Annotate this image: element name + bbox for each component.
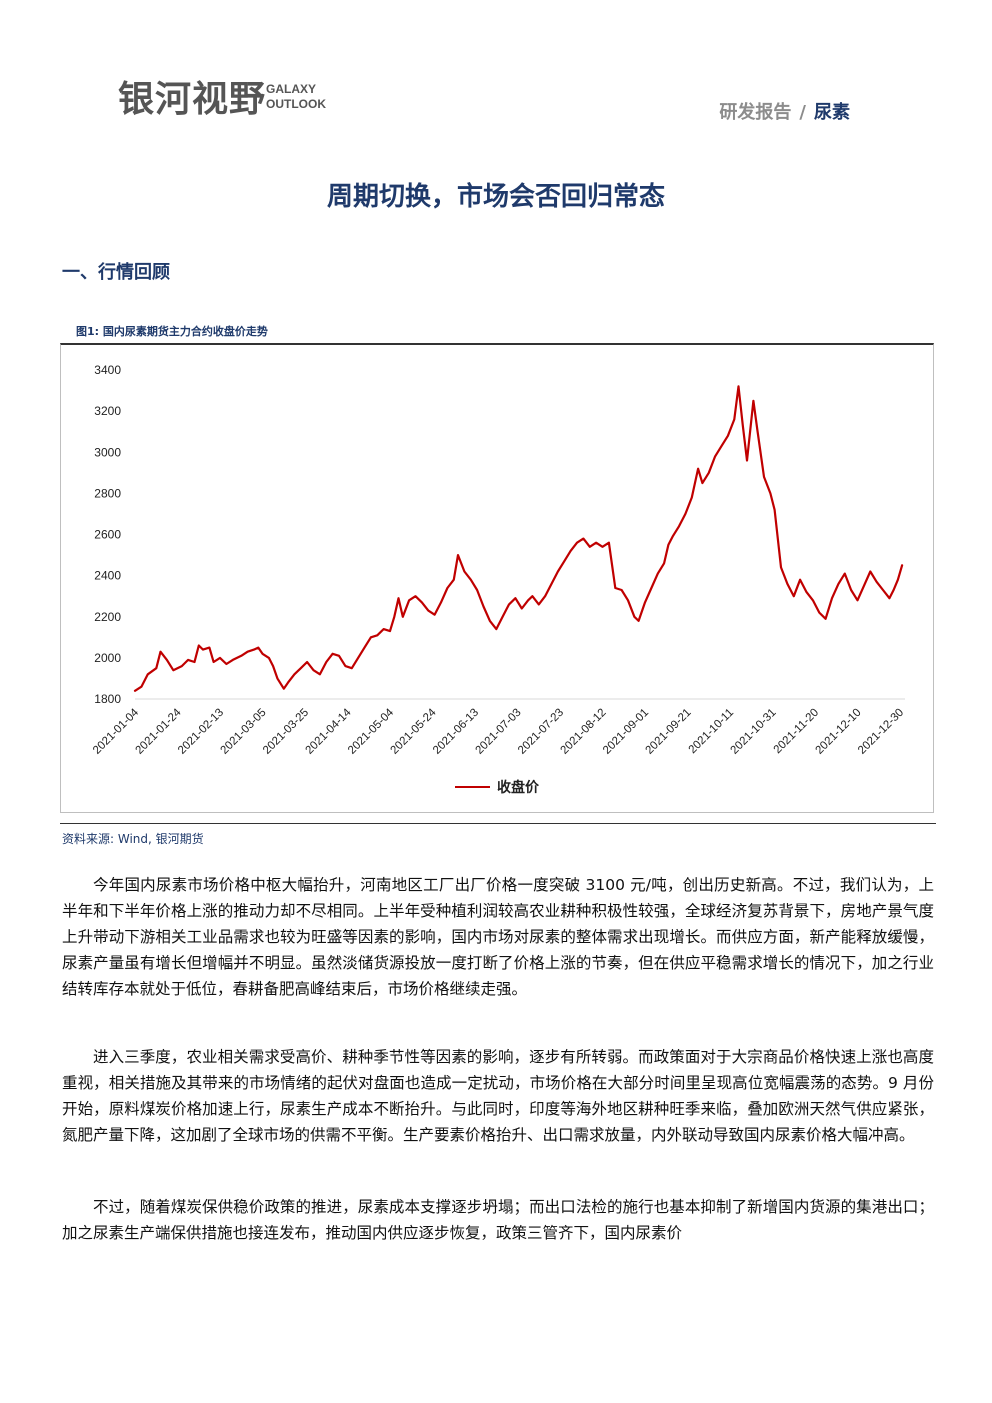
paragraph-2: 进入三季度，农业相关需求受高价、耕种季节性等因素的影响，逐步有所转弱。而政策面对… — [62, 1048, 934, 1144]
report-tag: 研发报告 / 尿素 — [719, 98, 850, 124]
logo-english-text: GALAXY OUTLOOK — [266, 82, 326, 112]
y-tick-label: 2800 — [94, 486, 121, 500]
y-tick-label: 2000 — [94, 651, 121, 665]
report-type: 研发报告 — [719, 102, 792, 123]
figure-bottom-rule — [60, 823, 936, 824]
y-tick-label: 3400 — [94, 363, 121, 377]
logo-chinese-text: 银河视野 — [118, 79, 267, 120]
paragraph-3: 不过，随着煤炭保供稳价政策的推进，尿素成本支撑逐步坍塌；而出口法检的施行也基本抑… — [62, 1198, 934, 1242]
chart-frame — [60, 343, 934, 813]
y-tick-label: 2200 — [94, 610, 121, 624]
report-tag-separator: / — [799, 102, 806, 123]
report-category: 尿素 — [814, 102, 850, 123]
y-tick-label: 2600 — [94, 528, 121, 542]
y-tick-label: 3200 — [94, 404, 121, 418]
section-heading: 一、行情回顾 — [62, 262, 170, 283]
x-tick-label: 2021-10-31 — [729, 707, 779, 757]
x-tick-label: 2021-12-30 — [856, 707, 906, 757]
figure-source: 资料来源: Wind, 银河期货 — [62, 832, 204, 846]
series-line-close-price — [133, 385, 904, 692]
legend-label: 收盘价 — [497, 779, 540, 796]
y-tick-label: 1800 — [94, 692, 121, 706]
paragraph-1: 今年国内尿素市场价格中枢大幅抬升，河南地区工厂出厂价格一度突破 3100 元/吨… — [62, 876, 934, 998]
logo-en-line2: OUTLOOK — [266, 97, 326, 111]
x-tick-label: 2021-09-21 — [644, 707, 694, 757]
figure-caption: 图1: 国内尿素期货主力合约收盘价走势 — [76, 325, 268, 338]
page-title: 周期切换，市场会否回归常态 — [326, 182, 665, 212]
logo-en-line1: GALAXY — [266, 82, 317, 96]
y-tick-label: 2400 — [94, 569, 121, 583]
line-chart: 1800 2000 2200 2400 2600 2800 3000 3200 3400 2021… — [91, 363, 906, 796]
y-tick-label: 3000 — [94, 445, 121, 459]
